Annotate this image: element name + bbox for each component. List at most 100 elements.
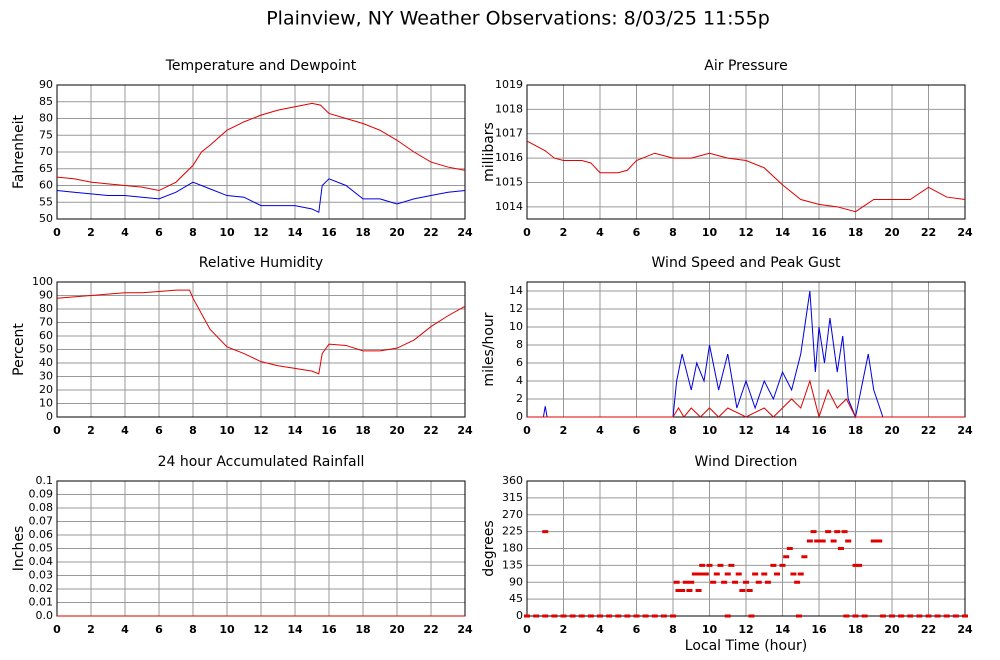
scatter-point xyxy=(837,547,844,550)
scatter-point xyxy=(962,614,968,618)
x-tick-label: 0 xyxy=(523,424,531,437)
scatter-point xyxy=(717,563,724,567)
scatter-point xyxy=(783,555,790,559)
x-tick-label: 8 xyxy=(669,623,677,636)
x-tick-label: 16 xyxy=(321,424,337,437)
scatter-point xyxy=(735,572,742,576)
scatter-point xyxy=(794,580,801,584)
y-tick-label: 90 xyxy=(509,575,523,588)
scatter-point xyxy=(721,580,728,584)
x-tick-label: 4 xyxy=(121,623,129,636)
scatter-point xyxy=(952,614,959,618)
y-tick-label: 0.08 xyxy=(29,501,54,514)
scatter-point xyxy=(551,614,558,618)
x-tick-label: 18 xyxy=(355,623,370,636)
scatter-point xyxy=(533,614,540,618)
y-tick-label: 8 xyxy=(516,338,523,351)
y-tick-label: 0.01 xyxy=(29,596,54,609)
series-line xyxy=(527,379,965,419)
scatter-point xyxy=(841,530,848,534)
x-tick-label: 6 xyxy=(633,424,641,437)
y-tick-label: 6 xyxy=(516,356,523,369)
y-tick-label: 90 xyxy=(39,78,53,91)
scatter-point xyxy=(779,563,786,567)
x-tick-label: 2 xyxy=(87,226,95,239)
plot-frame xyxy=(526,84,966,220)
x-tick-label: 20 xyxy=(884,226,900,239)
y-tick-label: 4 xyxy=(516,374,523,387)
scatter-point xyxy=(670,614,676,618)
x-tick-label: 24 xyxy=(957,424,973,437)
x-tick-label: 14 xyxy=(775,623,791,636)
scatter-point xyxy=(743,580,749,584)
y-tick-label: 0.07 xyxy=(29,515,54,528)
scatter-point xyxy=(606,614,613,618)
x-tick-label: 4 xyxy=(596,623,604,636)
series-line xyxy=(56,102,466,192)
y-tick-label: 75 xyxy=(39,128,53,141)
y-tick-label: 55 xyxy=(39,195,53,208)
scatter-point xyxy=(686,589,693,592)
panel-title: Air Pressure xyxy=(704,58,787,74)
y-tick-label: 65 xyxy=(39,162,53,175)
scatter-point xyxy=(774,572,781,576)
x-tick-label: 8 xyxy=(189,226,197,239)
scatter-point xyxy=(856,563,863,567)
scatter-point xyxy=(713,572,720,576)
x-tick-label: 18 xyxy=(355,424,370,437)
x-tick-label: 22 xyxy=(423,623,438,636)
y-tick-label: 1019 xyxy=(495,78,523,91)
scatter-point xyxy=(624,614,631,618)
x-tick-label: 18 xyxy=(848,424,863,437)
scatter-point xyxy=(695,589,702,592)
y-tick-label: 50 xyxy=(39,212,53,225)
scatter-point xyxy=(770,563,777,567)
scatter-point xyxy=(764,580,771,584)
x-tick-label: 18 xyxy=(848,226,863,239)
plot-frame xyxy=(56,84,466,220)
y-axis-label: Inches xyxy=(11,526,27,571)
scatter-point xyxy=(682,580,689,584)
y-tick-label: 20 xyxy=(39,383,53,396)
panel-title: Relative Humidity xyxy=(199,255,323,271)
scatter-point xyxy=(724,614,731,618)
series-line xyxy=(526,140,966,213)
scatter-point xyxy=(810,530,817,534)
x-tick-label: 14 xyxy=(287,226,303,239)
x-tick-label: 0 xyxy=(523,623,531,636)
scatter-point xyxy=(852,614,859,618)
scatter-point xyxy=(542,530,549,534)
y-tick-label: 1015 xyxy=(495,175,523,188)
y-tick-label: 80 xyxy=(39,302,53,315)
scatter-point xyxy=(524,614,530,618)
scatter-point xyxy=(907,614,914,618)
scatter-point xyxy=(870,539,877,543)
y-tick-label: 2 xyxy=(516,392,523,405)
x-tick-label: 14 xyxy=(287,424,303,437)
x-tick-label: 10 xyxy=(219,424,235,437)
y-tick-label: 12 xyxy=(509,302,523,315)
x-tick-label: 24 xyxy=(457,424,473,437)
y-tick-label: 30 xyxy=(39,370,53,383)
scatter-point xyxy=(843,614,850,618)
x-tick-label: 10 xyxy=(702,623,718,636)
scatter-point xyxy=(578,614,585,618)
scatter-point xyxy=(569,614,576,618)
x-tick-label: 22 xyxy=(921,226,936,239)
scatter-point xyxy=(814,539,821,543)
scatter-point xyxy=(845,539,852,543)
y-tick-label: 90 xyxy=(39,289,53,302)
x-tick-label: 12 xyxy=(253,623,268,636)
scatter-point xyxy=(943,614,950,618)
y-tick-label: 0.0 xyxy=(36,609,54,622)
y-tick-label: 0.09 xyxy=(29,488,54,501)
x-tick-label: 20 xyxy=(884,623,900,636)
panel-title: 24 hour Accumulated Rainfall xyxy=(158,454,365,470)
x-tick-label: 22 xyxy=(423,424,438,437)
scatter-point xyxy=(706,563,713,567)
x-tick-label: 14 xyxy=(775,226,791,239)
scatter-point xyxy=(879,614,886,618)
x-tick-label: 8 xyxy=(189,424,197,437)
x-tick-label: 4 xyxy=(121,226,129,239)
x-tick-label: 2 xyxy=(560,623,568,636)
